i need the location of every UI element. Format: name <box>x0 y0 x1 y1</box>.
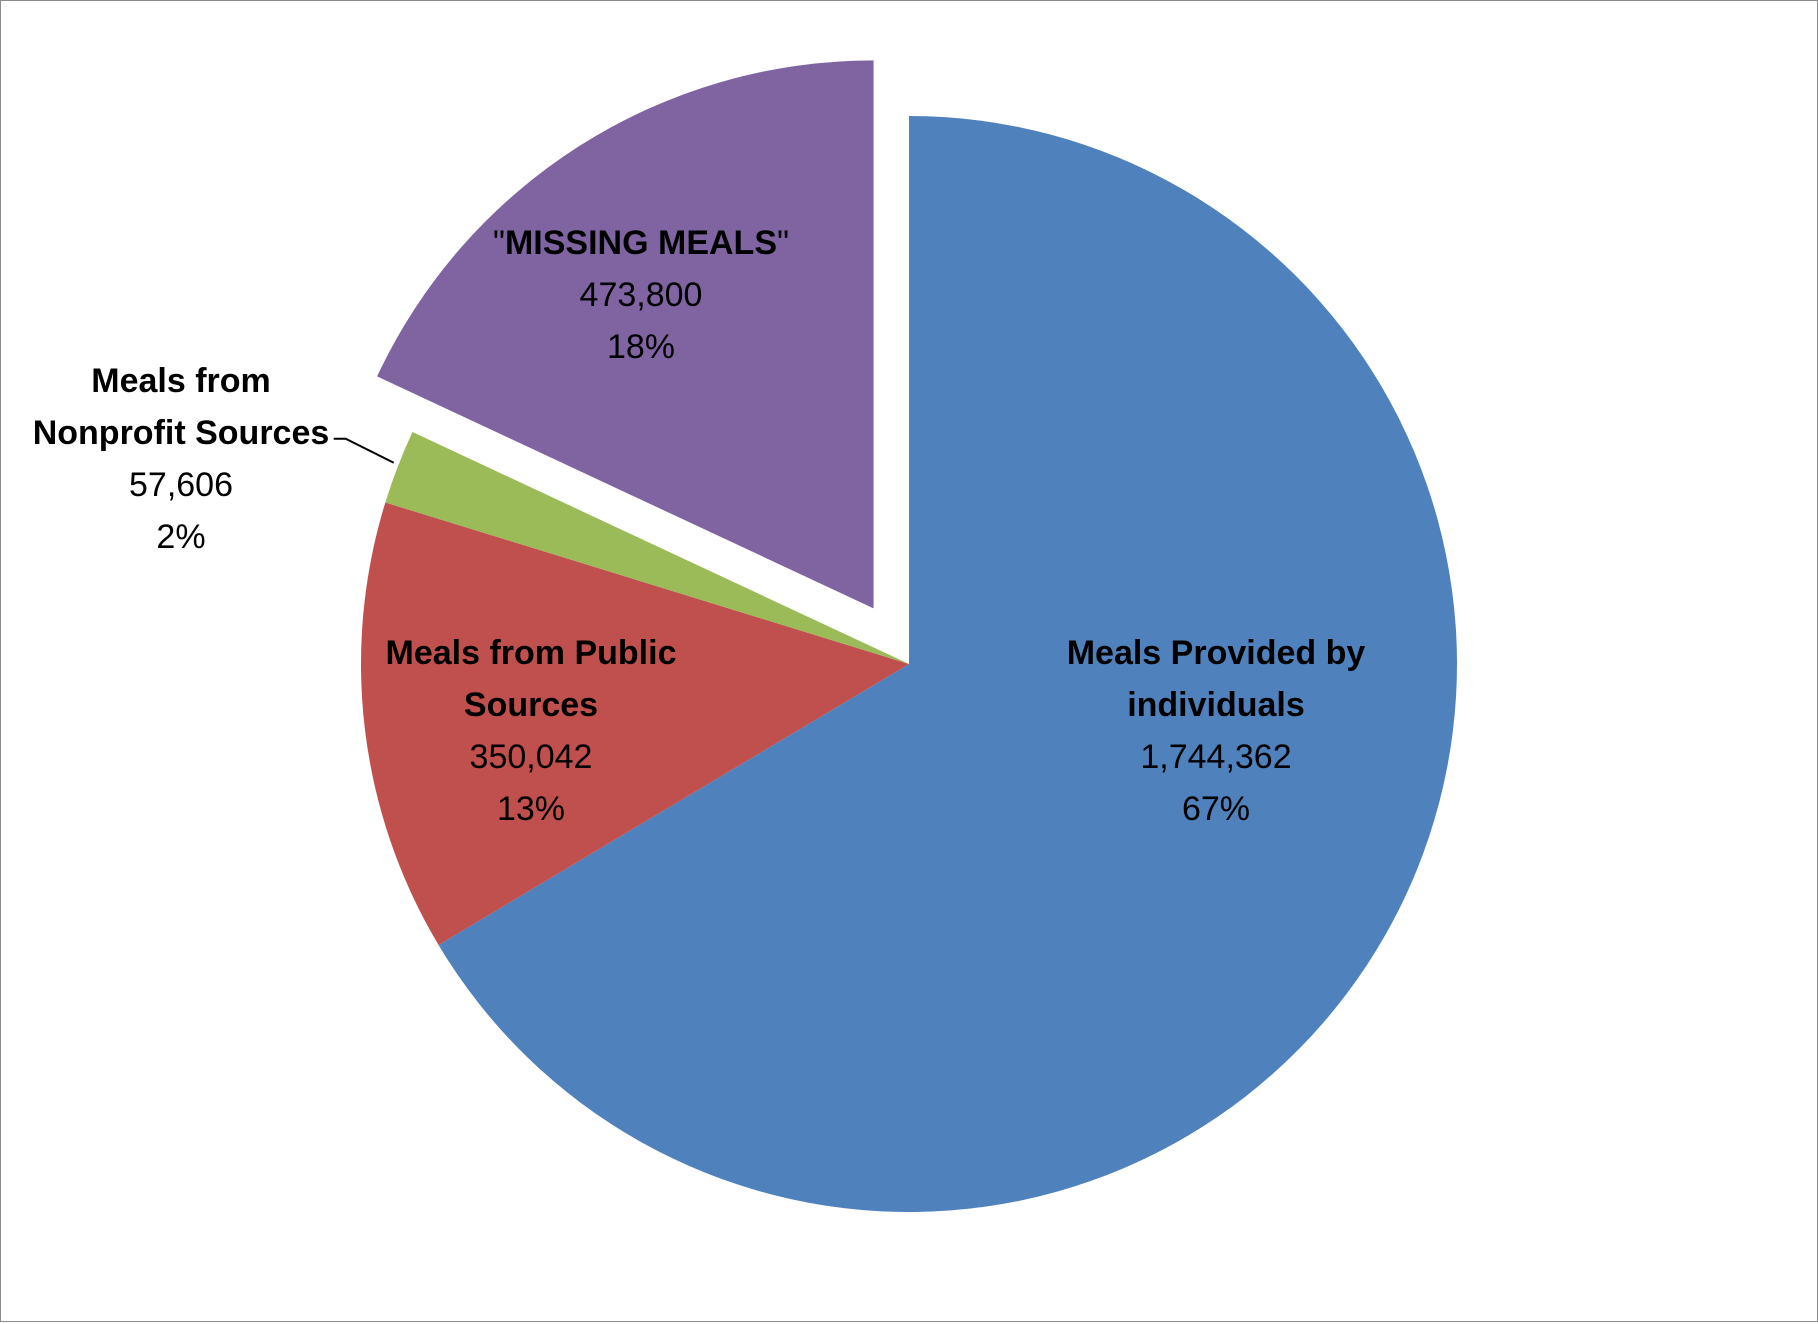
pie-slice-meals-provided-by-individuals <box>438 116 1458 1212</box>
slice-name: Meals from <box>91 362 271 400</box>
data-label-meals-public: Meals from Public Sources 350,042 13% <box>331 627 731 835</box>
data-label-missing-meals: "MISSING MEALS" 473,800 18% <box>441 217 841 373</box>
leader-line-nonprofit <box>333 437 395 464</box>
slice-value: 1,744,362 <box>1140 738 1292 776</box>
slice-name: "MISSING MEALS" <box>441 217 841 269</box>
quote-open: " <box>492 224 505 262</box>
slice-name: Meals Provided by <box>1066 634 1366 672</box>
pie-slice-meals-from-nonprofit-sources <box>385 432 909 664</box>
slice-percent: 13% <box>496 790 566 828</box>
slice-value: 473,800 <box>579 276 703 314</box>
slice-name-core: MISSING MEALS <box>504 224 778 262</box>
pie-slice-missing-meals <box>377 60 874 609</box>
slice-value: 57,606 <box>129 466 233 504</box>
data-label-meals-nonprofit: Meals from Nonprofit Sources 57,606 2% <box>11 355 351 563</box>
slice-percent: 2% <box>156 518 206 556</box>
pie-slice-meals-from-public-sources <box>361 502 909 945</box>
slice-percent: 18% <box>606 328 676 366</box>
slice-name-line2: Nonprofit Sources <box>32 414 330 452</box>
slice-name-line2: Sources <box>463 686 599 724</box>
quote-close: " <box>777 224 790 262</box>
slice-name: Meals from Public <box>385 634 677 672</box>
slice-value: 350,042 <box>469 738 593 776</box>
slice-percent: 67% <box>1181 790 1251 828</box>
data-label-meals-individuals: Meals Provided by individuals 1,744,362 … <box>1006 627 1426 835</box>
slice-name-line2: individuals <box>1127 686 1305 724</box>
